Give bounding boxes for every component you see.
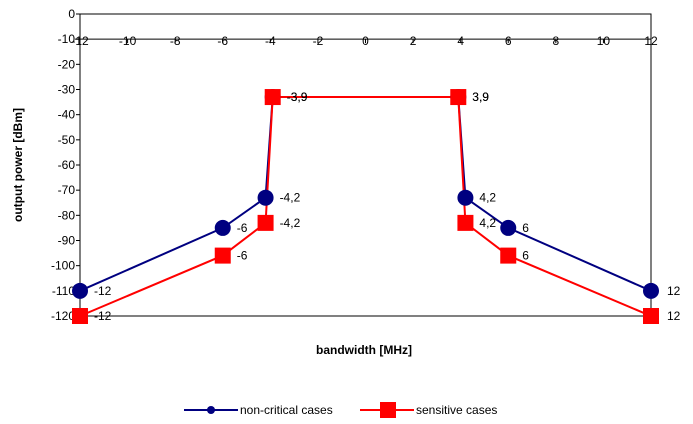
y-tick-label: -10 <box>58 32 76 46</box>
y-tick-label: -80 <box>58 208 76 222</box>
data-label-non-critical: 6 <box>522 221 529 235</box>
point-sensitive <box>72 308 88 324</box>
data-label-non-critical: -12 <box>94 284 112 298</box>
data-label-sensitive: -6 <box>237 249 248 263</box>
data-label-non-critical: -4,2 <box>280 191 301 205</box>
x-tick-label: 4 <box>457 34 464 48</box>
point-non-critical <box>214 219 231 236</box>
data-label-non-critical: 12 <box>667 284 681 298</box>
y-tick-label: -120 <box>51 309 75 323</box>
data-label-sensitive: 6 <box>522 249 529 263</box>
legend-marker-circle <box>207 406 215 414</box>
x-tick-label: 8 <box>552 34 559 48</box>
y-tick-label: -90 <box>58 234 76 248</box>
x-tick-label: 2 <box>410 34 417 48</box>
x-tick-label: 0 <box>362 34 369 48</box>
x-tick-label: -6 <box>217 34 228 48</box>
data-label-non-critical: 3,9 <box>472 90 489 104</box>
data-label-sensitive: 12 <box>667 309 681 323</box>
y-tick-label: -100 <box>51 259 75 273</box>
y-tick-label: -20 <box>58 57 76 71</box>
data-label-sensitive: -12 <box>94 309 112 323</box>
x-tick-label: 12 <box>644 34 658 48</box>
x-tick-label: 10 <box>597 34 611 48</box>
data-label-sensitive: 4,2 <box>479 216 496 230</box>
legend-label: non-critical cases <box>240 403 333 417</box>
data-label-sensitive: -3,9 <box>287 90 308 104</box>
y-tick-label: -40 <box>58 108 76 122</box>
tick-labels: 0-10-20-30-40-50-60-70-80-90-100-110-120… <box>51 7 658 323</box>
y-tick-label: 0 <box>68 7 75 21</box>
x-tick-label: -8 <box>170 34 181 48</box>
point-non-critical <box>457 189 474 206</box>
x-tick-label: -12 <box>71 34 89 48</box>
point-non-critical <box>500 219 517 236</box>
y-tick-label: -110 <box>52 284 75 298</box>
y-tick-label: -70 <box>58 183 76 197</box>
legend-label: sensitive cases <box>416 403 497 417</box>
y-axis-title: output power [dBm] <box>11 108 25 222</box>
data-label-sensitive: 3,9 <box>472 90 489 104</box>
point-non-critical <box>257 189 274 206</box>
point-sensitive <box>264 89 281 106</box>
y-tick-label: -60 <box>58 158 76 172</box>
x-tick-label: -10 <box>119 34 137 48</box>
point-sensitive <box>214 247 231 264</box>
legend-marker-square <box>380 402 396 418</box>
point-non-critical <box>72 282 88 299</box>
data-label-non-critical: 4,2 <box>479 191 496 205</box>
plot-area <box>79 13 652 317</box>
point-sensitive <box>450 89 467 106</box>
data-label-non-critical: -6 <box>237 221 248 235</box>
legend: non-critical cases sensitive cases <box>184 402 497 418</box>
point-sensitive <box>643 308 659 324</box>
x-tick-label: 6 <box>505 34 512 48</box>
point-sensitive <box>500 247 517 264</box>
data-label-sensitive: -4,2 <box>280 216 301 230</box>
point-sensitive <box>457 214 474 231</box>
series-layer <box>72 89 659 324</box>
x-tick-label: -4 <box>265 34 276 48</box>
axes <box>75 13 652 317</box>
x-tick-label: -2 <box>313 34 324 48</box>
y-tick-label: -30 <box>58 83 76 97</box>
data-label-non-critical: -3,9 <box>287 90 308 104</box>
x-axis-title: bandwidth [MHz] <box>316 343 412 357</box>
y-tick-label: -50 <box>58 133 76 147</box>
point-non-critical <box>643 282 659 299</box>
point-sensitive <box>257 214 274 231</box>
